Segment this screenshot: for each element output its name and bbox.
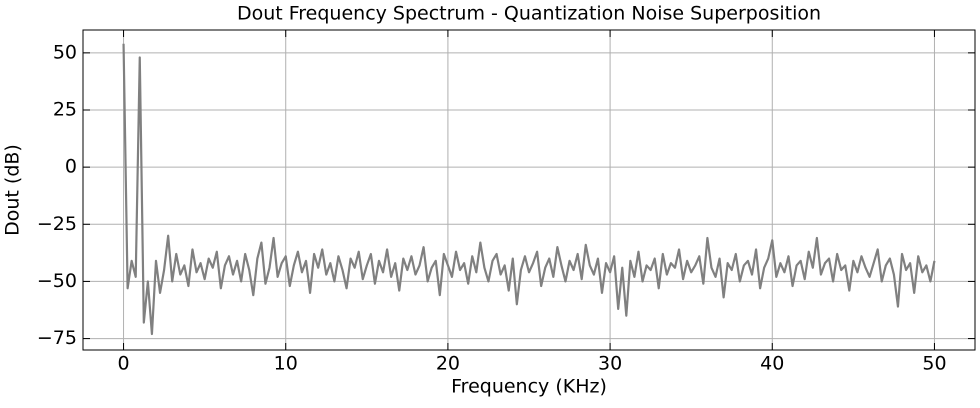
y-tick-label: 0	[65, 156, 77, 178]
x-tick-label: 50	[922, 353, 946, 375]
y-tick-label: −50	[37, 270, 77, 292]
chart-title: Dout Frequency Spectrum - Quantization N…	[237, 3, 821, 25]
spectrum-line	[122, 43, 936, 336]
y-tick-label: 50	[53, 41, 77, 63]
x-axis-label: Frequency (KHz)	[451, 376, 607, 398]
y-tick-label: −25	[37, 213, 77, 235]
plot-frame	[82, 29, 976, 351]
x-tick-label: 10	[274, 353, 298, 375]
y-tick-label: −75	[37, 327, 77, 349]
x-tick-label: 20	[436, 353, 460, 375]
y-axis-label: Dout (dB)	[2, 144, 24, 236]
y-tick-label: 25	[53, 99, 77, 121]
x-tick-label: 40	[760, 353, 784, 375]
x-tick-label: 0	[117, 353, 129, 375]
x-tick-label: 30	[598, 353, 622, 375]
